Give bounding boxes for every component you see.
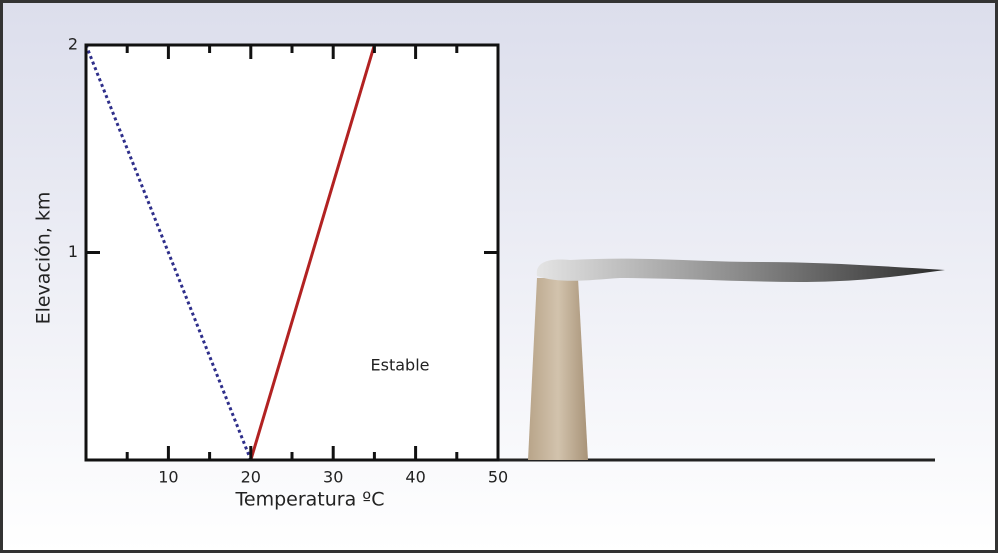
annotation: Estable [371,356,430,375]
x-tick-label: 20 [241,468,261,487]
x-tick-label: 50 [488,468,508,487]
y-tick-label: 2 [68,35,78,54]
line-series [84,44,253,461]
x-axis-label: Temperatura ºC [235,489,385,511]
x-tick-label: 10 [158,468,178,487]
plot-area [86,45,498,460]
chimney [528,278,588,460]
x-tick-label: 40 [405,468,425,487]
y-tick-label: 1 [68,242,78,261]
x-tick-label: 30 [323,468,343,487]
smoke-plume [536,258,945,282]
line-series [249,44,376,461]
y-axis-label: Elevación, km [33,192,55,325]
